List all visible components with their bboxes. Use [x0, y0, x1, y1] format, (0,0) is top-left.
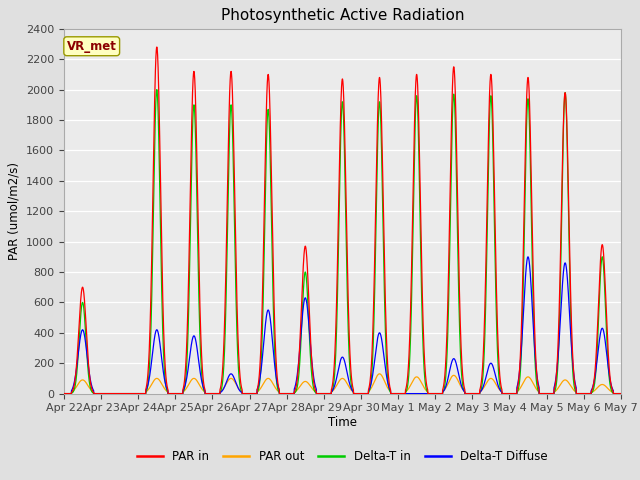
- Title: Photosynthetic Active Radiation: Photosynthetic Active Radiation: [221, 9, 464, 24]
- Legend: PAR in, PAR out, Delta-T in, Delta-T Diffuse: PAR in, PAR out, Delta-T in, Delta-T Dif…: [132, 445, 553, 468]
- Y-axis label: PAR (umol/m2/s): PAR (umol/m2/s): [8, 162, 20, 260]
- Text: VR_met: VR_met: [67, 40, 116, 53]
- X-axis label: Time: Time: [328, 416, 357, 429]
